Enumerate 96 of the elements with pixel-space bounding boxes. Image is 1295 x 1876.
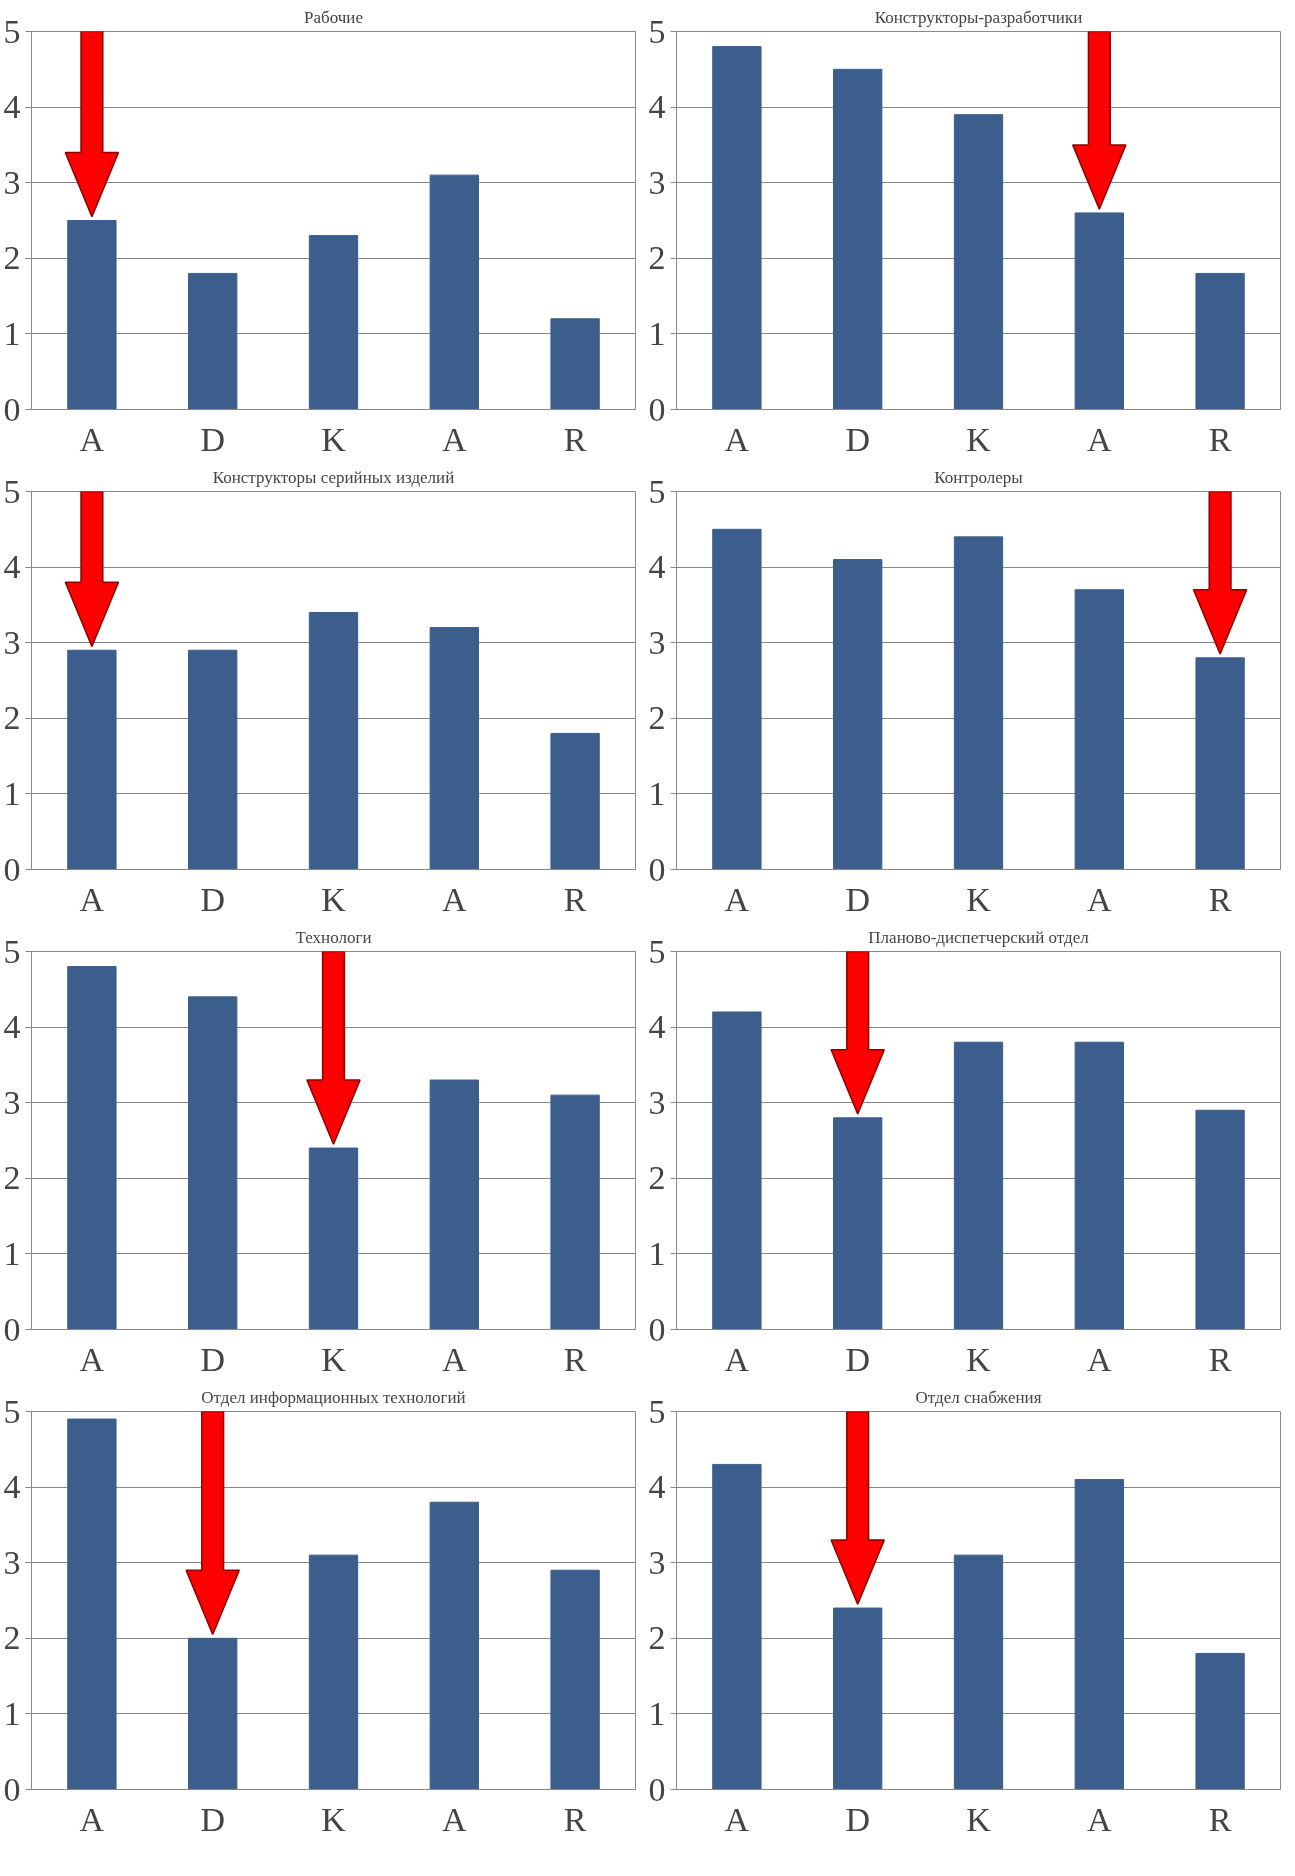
- chart-title: Планово-диспетчерский отдел: [868, 927, 1090, 947]
- chart-title: Отдел снабжения: [915, 1387, 1042, 1407]
- x-tick-label: A: [442, 880, 468, 918]
- y-tick-label: 5: [3, 932, 21, 970]
- x-tick-label: K: [966, 880, 992, 918]
- x-tick-label: A: [1087, 1800, 1113, 1838]
- y-tick-label: 0: [648, 1770, 666, 1808]
- x-tick-label: A: [442, 1800, 468, 1838]
- x-tick-label: K: [966, 1800, 992, 1838]
- x-tick-label: A: [79, 1800, 105, 1838]
- y-tick-label: 4: [648, 1468, 666, 1506]
- x-tick-label: A: [724, 1800, 750, 1838]
- chart-title: Контролеры: [934, 467, 1024, 487]
- x-tick-label: D: [200, 1800, 225, 1838]
- x-tick-label: D: [845, 1800, 870, 1838]
- y-tick-label: 1: [3, 1694, 21, 1732]
- x-tick-label: R: [1208, 420, 1232, 458]
- y-tick-label: 5: [648, 932, 666, 970]
- x-tick-label: A: [724, 880, 750, 918]
- x-tick-label: R: [563, 1340, 587, 1378]
- y-tick-label: 0: [648, 1310, 666, 1348]
- y-tick-label: 5: [3, 472, 21, 510]
- y-tick-label: 3: [648, 1543, 666, 1581]
- y-tick-label: 1: [648, 1234, 666, 1272]
- x-tick-label: A: [1087, 420, 1113, 458]
- x-tick-label: D: [845, 420, 870, 458]
- x-tick-label: R: [1208, 1340, 1232, 1378]
- y-tick-label: 5: [3, 12, 21, 50]
- y-tick-label: 2: [648, 239, 666, 277]
- chart-title: Рабочие: [304, 7, 363, 27]
- y-tick-label: 2: [3, 1159, 21, 1197]
- y-tick-label: 3: [648, 1083, 666, 1121]
- y-tick-label: 0: [648, 850, 666, 888]
- x-tick-label: K: [966, 1340, 992, 1378]
- y-tick-label: 0: [3, 390, 21, 428]
- y-tick-label: 1: [3, 314, 21, 352]
- y-tick-label: 1: [648, 1694, 666, 1732]
- y-tick-label: 0: [3, 1770, 21, 1808]
- y-tick-label: 3: [3, 163, 21, 201]
- x-tick-label: D: [200, 420, 225, 458]
- x-tick-label: A: [442, 1340, 468, 1378]
- y-tick-label: 0: [648, 390, 666, 428]
- y-tick-label: 5: [648, 472, 666, 510]
- x-tick-label: R: [1208, 1800, 1232, 1838]
- y-tick-label: 4: [648, 88, 666, 126]
- x-tick-label: K: [966, 420, 992, 458]
- y-tick-label: 5: [3, 1392, 21, 1430]
- x-tick-label: A: [1087, 880, 1113, 918]
- chart-title: Конструкторы серийных изделий: [212, 467, 455, 487]
- x-tick-label: R: [563, 1800, 587, 1838]
- chart-title: Технологи: [295, 927, 372, 947]
- x-tick-label: R: [1208, 880, 1232, 918]
- x-tick-label: A: [79, 880, 105, 918]
- x-tick-label: R: [563, 420, 587, 458]
- x-tick-label: A: [79, 420, 105, 458]
- y-tick-label: 4: [3, 1468, 21, 1506]
- x-tick-label: K: [321, 420, 347, 458]
- x-tick-label: K: [321, 1800, 347, 1838]
- y-tick-label: 2: [3, 239, 21, 277]
- y-tick-label: 2: [648, 699, 666, 737]
- y-tick-label: 4: [648, 1008, 666, 1046]
- y-tick-label: 3: [3, 1543, 21, 1581]
- y-tick-label: 0: [3, 850, 21, 888]
- y-tick-label: 4: [3, 548, 21, 586]
- x-tick-label: K: [321, 1340, 347, 1378]
- y-tick-label: 4: [648, 548, 666, 586]
- x-tick-label: D: [845, 880, 870, 918]
- y-tick-label: 5: [648, 1392, 666, 1430]
- chart-title: Конструкторы-разработчики: [874, 7, 1083, 27]
- y-tick-label: 3: [648, 623, 666, 661]
- y-tick-label: 4: [3, 1008, 21, 1046]
- y-tick-label: 5: [648, 12, 666, 50]
- y-tick-label: 3: [3, 623, 21, 661]
- x-tick-label: A: [724, 1340, 750, 1378]
- y-tick-label: 1: [3, 774, 21, 812]
- x-tick-label: K: [321, 880, 347, 918]
- chart-title: Отдел информационных технологий: [201, 1387, 466, 1407]
- x-tick-label: A: [79, 1340, 105, 1378]
- x-tick-label: D: [200, 1340, 225, 1378]
- y-tick-label: 1: [648, 774, 666, 812]
- y-tick-label: 2: [3, 1619, 21, 1657]
- x-tick-label: R: [563, 880, 587, 918]
- y-tick-label: 3: [648, 163, 666, 201]
- y-tick-label: 2: [648, 1619, 666, 1657]
- y-tick-label: 1: [648, 314, 666, 352]
- y-tick-label: 1: [3, 1234, 21, 1272]
- y-tick-label: 0: [3, 1310, 21, 1348]
- x-tick-label: D: [200, 880, 225, 918]
- x-tick-label: A: [1087, 1340, 1113, 1378]
- x-tick-label: A: [724, 420, 750, 458]
- y-tick-label: 3: [3, 1083, 21, 1121]
- y-tick-label: 2: [3, 699, 21, 737]
- x-tick-label: A: [442, 420, 468, 458]
- y-tick-label: 4: [3, 88, 21, 126]
- x-tick-label: D: [845, 1340, 870, 1378]
- y-tick-label: 2: [648, 1159, 666, 1197]
